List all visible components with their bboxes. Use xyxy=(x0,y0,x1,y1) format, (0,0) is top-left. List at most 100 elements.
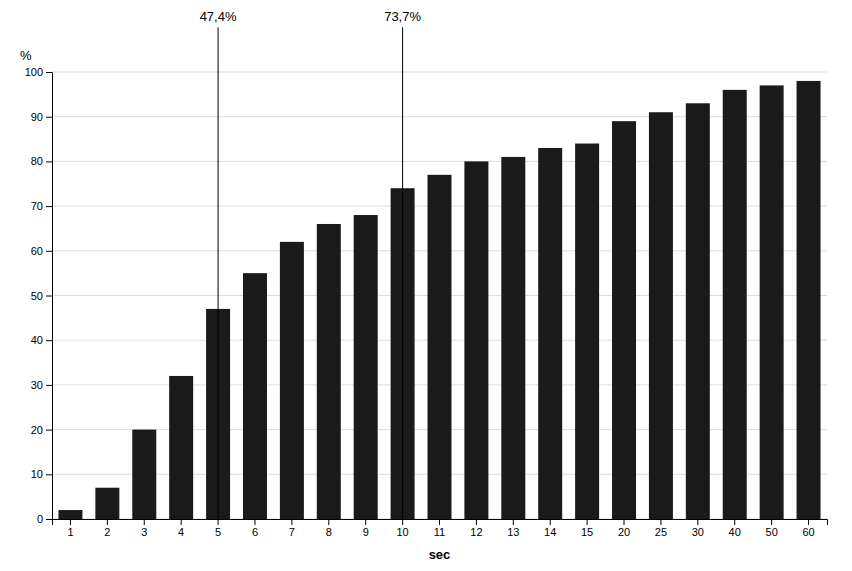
tick: 20 xyxy=(31,424,52,436)
chart: 1234567891011121314152025304050600102030… xyxy=(0,0,852,571)
tick-mark xyxy=(46,519,52,520)
tick-mark xyxy=(70,519,71,525)
tick-mark xyxy=(46,161,52,162)
tick: 11 xyxy=(434,519,445,538)
tick-label: 12 xyxy=(470,526,482,538)
tick-mark xyxy=(46,251,52,252)
tick-mark xyxy=(46,206,52,207)
tick-label: 6 xyxy=(252,526,258,538)
tick: 50 xyxy=(31,290,52,302)
bar xyxy=(95,488,119,519)
axis-line xyxy=(46,73,53,520)
tick: 25 xyxy=(655,519,667,538)
tick-label: 1 xyxy=(67,526,73,538)
bar xyxy=(317,224,341,519)
tick-label: 25 xyxy=(655,526,667,538)
bar xyxy=(58,510,82,519)
tick-mark xyxy=(624,519,625,525)
tick-mark xyxy=(46,385,52,386)
tick-mark xyxy=(476,519,477,525)
tick-mark xyxy=(181,519,182,525)
tick: 12 xyxy=(470,519,482,538)
tick-mark xyxy=(365,519,366,525)
plot-area: 1234567891011121314152025304050600102030… xyxy=(25,9,828,538)
tick: 80 xyxy=(31,155,52,167)
bar xyxy=(280,242,304,519)
tick-label: 15 xyxy=(581,526,593,538)
tick: 60 xyxy=(802,519,814,538)
annotation-line xyxy=(402,27,403,519)
tick-mark xyxy=(107,519,108,525)
tick-label: 50 xyxy=(766,526,778,538)
tick-mark xyxy=(254,519,255,525)
tick-label: 60 xyxy=(802,526,814,538)
tick-mark xyxy=(328,519,329,525)
tick: 90 xyxy=(31,111,52,123)
tick-mark xyxy=(46,430,52,431)
tick: 8 xyxy=(326,519,332,538)
tick-mark xyxy=(771,519,772,525)
tick: 13 xyxy=(507,519,519,538)
tick-label: 50 xyxy=(31,290,43,302)
tick-label: 20 xyxy=(31,424,43,436)
tick-mark xyxy=(291,519,292,525)
bar xyxy=(760,85,784,519)
tick-label: 90 xyxy=(31,111,43,123)
tick: 100 xyxy=(25,66,52,78)
tick-mark xyxy=(513,519,514,525)
tick: 40 xyxy=(31,334,52,346)
tick-mark xyxy=(550,519,551,525)
tick: 10 xyxy=(396,519,408,538)
bar xyxy=(575,144,599,519)
grid xyxy=(52,72,827,519)
tick: 9 xyxy=(363,519,369,538)
tick: 10 xyxy=(31,468,52,480)
tick: 4 xyxy=(178,519,184,538)
tick-mark xyxy=(439,519,440,525)
grid-line xyxy=(52,116,827,117)
annotations: 47,4%73,7% xyxy=(200,9,422,519)
tick: 1 xyxy=(67,519,73,538)
tick: 6 xyxy=(252,519,258,538)
annotation-label: 73,7% xyxy=(384,9,421,24)
tick: 70 xyxy=(31,200,52,212)
x-axis-title: sec xyxy=(429,547,451,562)
tick-label: 40 xyxy=(31,334,43,346)
axis-line xyxy=(53,520,828,526)
bar xyxy=(428,175,452,519)
tick: 2 xyxy=(104,519,110,538)
y-axis: 0102030405060708090100 xyxy=(25,66,53,525)
tick-label: 4 xyxy=(178,526,184,538)
bar xyxy=(723,90,747,519)
tick: 30 xyxy=(31,379,52,391)
grid-line xyxy=(52,72,827,73)
tick: 3 xyxy=(141,519,147,538)
bar xyxy=(169,376,193,519)
tick-label: 100 xyxy=(25,66,43,78)
tick-label: 30 xyxy=(31,379,43,391)
tick-label: 5 xyxy=(215,526,221,538)
tick-label: 10 xyxy=(396,526,408,538)
tick: 30 xyxy=(692,519,704,538)
tick-label: 3 xyxy=(141,526,147,538)
bar xyxy=(612,121,636,519)
tick-label: 30 xyxy=(692,526,704,538)
tick: 5 xyxy=(215,519,221,538)
tick-mark xyxy=(46,296,52,297)
tick: 7 xyxy=(289,519,295,538)
tick-label: 70 xyxy=(31,200,43,212)
tick-mark xyxy=(808,519,809,525)
bar xyxy=(686,103,710,519)
bar xyxy=(354,215,378,519)
tick-label: 20 xyxy=(618,526,630,538)
y-axis-title: % xyxy=(20,48,32,63)
tick-mark xyxy=(46,340,52,341)
tick: 50 xyxy=(766,519,778,538)
bar xyxy=(501,157,525,519)
tick-label: 10 xyxy=(31,468,43,480)
bar xyxy=(464,161,488,519)
annotation-line xyxy=(218,27,219,519)
bar xyxy=(649,112,673,519)
tick-mark xyxy=(46,117,52,118)
tick-label: 7 xyxy=(289,526,295,538)
